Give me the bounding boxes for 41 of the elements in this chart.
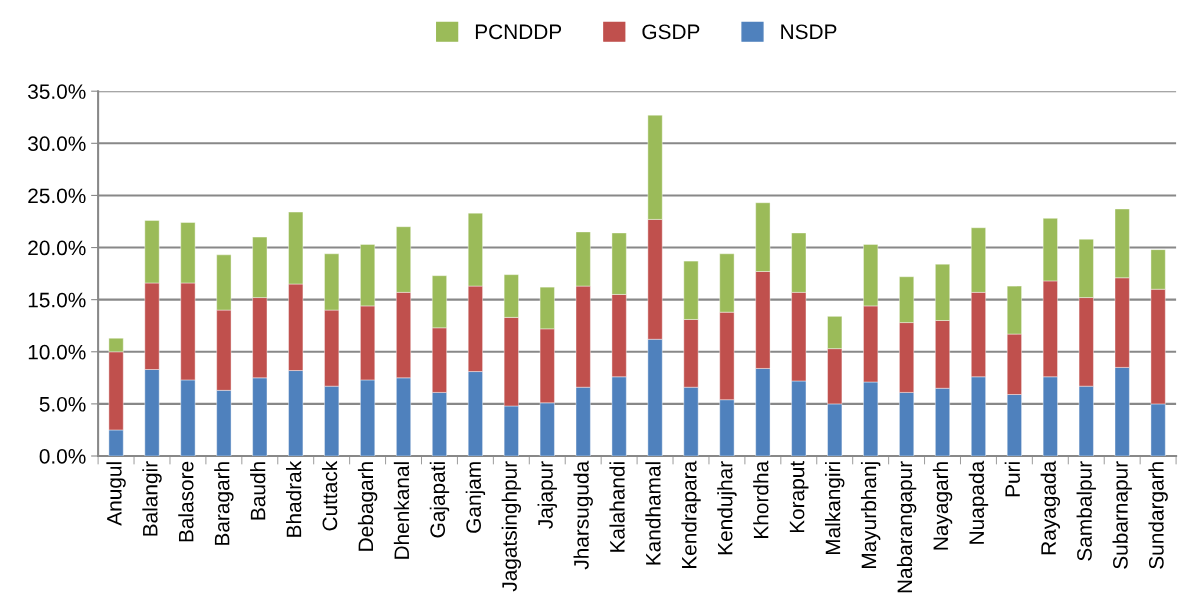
x-tick-label: Jajapur	[537, 461, 557, 529]
y-tick-label: 0.0%	[39, 449, 86, 464]
x-tick-label: Gajapati	[429, 462, 450, 538]
x-tick-label: Mayurbhanj	[860, 462, 881, 568]
legend-label: GSDP	[642, 24, 700, 40]
x-tick-label: Ganjam	[465, 462, 486, 533]
x-tick-label: Bhadrak	[286, 460, 302, 537]
x-tick-label: Koraput	[789, 461, 809, 533]
x-tick-label: Baragarh	[214, 462, 234, 545]
x-tick-label: Dhenkanal	[393, 462, 410, 559]
x-tick-label: Anugul	[106, 462, 126, 526]
x-tick-label: Subarnapur	[1112, 461, 1132, 569]
y-tick-label: 25.0%	[28, 188, 86, 204]
x-tick-label: Jagatsinghpur	[501, 461, 522, 592]
y-tick-label: 10.0%	[28, 344, 86, 360]
y-tick-label: 30.0%	[28, 136, 86, 152]
x-tick-label: Kendujhar	[717, 461, 737, 555]
x-tick-label: Puri	[1004, 462, 1020, 497]
x-tick-label: Baudh	[250, 462, 266, 520]
y-tick-label: 15.0%	[28, 292, 86, 308]
y-tick-label: 20.0%	[28, 240, 86, 256]
x-tick-label: Nayagarh	[932, 462, 953, 550]
legend-label: NSDP	[781, 24, 837, 40]
x-tick-label: Sundargarh	[1148, 462, 1168, 569]
x-tick-label: Khordha	[753, 460, 769, 538]
x-tick-label: Balangir	[142, 461, 162, 536]
x-tick-label: Rayagada	[1040, 460, 1061, 555]
y-tick-label: 5.0%	[39, 396, 86, 412]
x-tick-label: Kalahandi	[609, 462, 625, 552]
x-tick-label: Kendrapara	[681, 460, 701, 569]
x-tick-label: Cuttack	[321, 460, 338, 531]
x-tick-label: Nabarangapur	[896, 461, 917, 593]
x-tick-label: Nuapada	[968, 460, 989, 544]
legend-label: PCNDDP	[475, 24, 562, 40]
x-tick-label: Malkangiri	[825, 462, 845, 555]
x-tick-label: Kandhamal	[645, 462, 661, 565]
x-tick-label: Jharsuguda	[573, 460, 593, 570]
x-tick-label: Debagarh	[357, 462, 378, 551]
x-tick-label: Sambalpur	[1076, 461, 1096, 561]
y-tick-label: 35.0%	[28, 84, 86, 99]
x-tick-label: Balasore	[178, 461, 194, 542]
